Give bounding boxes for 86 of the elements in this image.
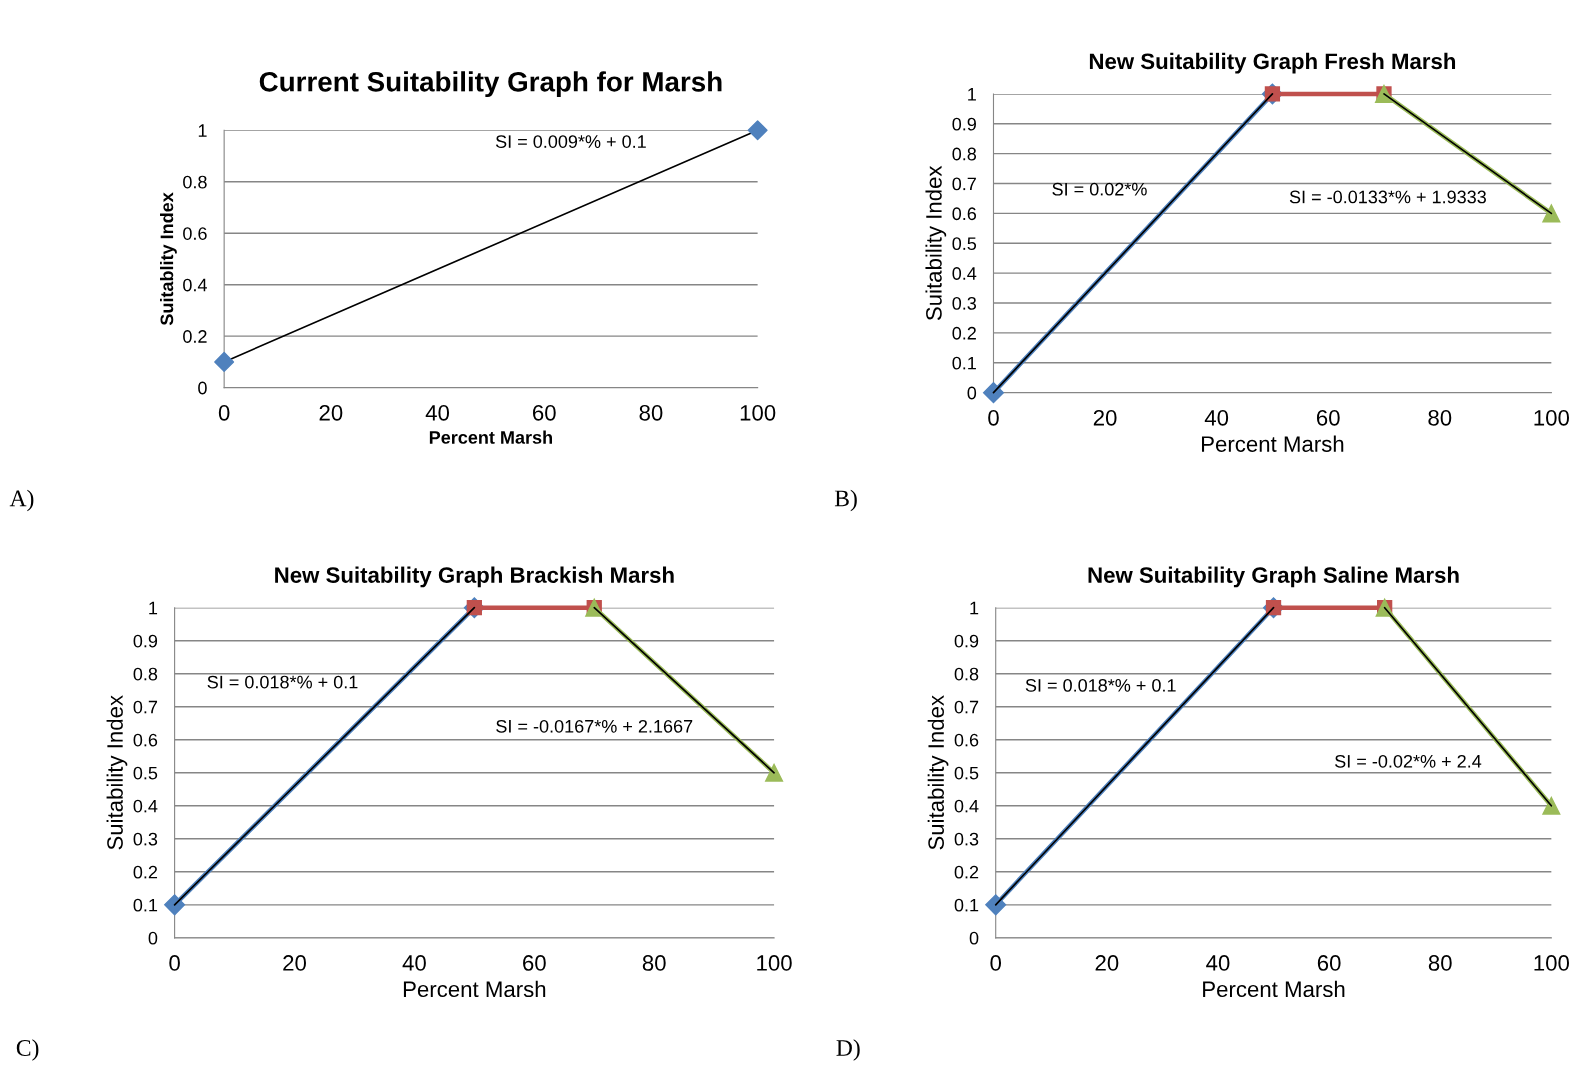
y-tick-label: 0.6 [133, 733, 158, 747]
y-tick-label: 0.4 [952, 267, 977, 280]
annotation: SI = -0.02*% + 2.4 [1335, 754, 1482, 768]
x-tick-label: 20 [319, 404, 343, 421]
chart-title: New Suitability Graph Brackish Marsh [275, 566, 674, 588]
x-tick-label: 40 [425, 404, 450, 421]
y-tick-label: 0.5 [133, 766, 158, 780]
y-tick-label: 0.9 [954, 634, 979, 648]
y-tick-label: 0.2 [954, 865, 979, 879]
y-tick-label: 0 [198, 381, 207, 395]
y-tick-label: 0.1 [952, 356, 976, 370]
x-tick-label: 20 [1093, 409, 1117, 426]
y-tick-label: 0.2 [133, 865, 158, 879]
y-tick-label: 0.4 [133, 799, 158, 813]
y-tick-label: 0.1 [133, 898, 158, 912]
x-tick-label: 0 [169, 955, 180, 971]
annotation: SI = 0.018*% + 0.1 [1025, 678, 1176, 692]
x-tick-label: 100 [740, 404, 776, 421]
x-axis-title: Percent Marsh [1201, 435, 1344, 452]
y-tick-label: 0 [148, 931, 158, 945]
annotation: SI = 0.018*% + 0.1 [207, 675, 358, 689]
y-tick-label: 0.4 [183, 278, 207, 292]
x-axis-title: Percent Marsh [403, 980, 546, 998]
x-tick-label: 100 [1534, 955, 1570, 971]
y-tick-label: 0.9 [952, 117, 976, 131]
x-tick-label: 80 [639, 404, 663, 421]
x-tick-label: 100 [1534, 409, 1570, 426]
y-tick-label: 0.6 [952, 207, 977, 221]
y-tick-label: 0.1 [954, 898, 979, 912]
y-tick-label: 0.2 [183, 330, 207, 343]
y-tick-label: 0.8 [952, 147, 977, 161]
annotation: SI = 0.02*% [1052, 182, 1147, 196]
y-tick-label: 0.3 [133, 832, 158, 846]
x-tick-label: 60 [523, 955, 546, 971]
y-tick-label: 0.3 [952, 296, 977, 310]
y-tick-label: 0.4 [954, 799, 979, 813]
chart-title: New Suitability Graph Fresh Marsh [1089, 52, 1456, 74]
y-tick-label: 0.7 [133, 700, 158, 714]
y-tick-label: 0.7 [952, 177, 976, 191]
text: C) [16, 1039, 39, 1061]
chart-title: Current Suitability Graph for Marsh [259, 71, 722, 98]
x-axis-title: Percent Marsh [1203, 980, 1345, 998]
x-tick-label: 100 [757, 955, 792, 971]
x-tick-label: 40 [402, 955, 426, 971]
x-tick-label: 0 [990, 955, 1002, 971]
y-tick-label: 1 [149, 601, 158, 615]
chart-title: New Suitability Graph Saline Marsh [1088, 566, 1459, 588]
y-tick-label: 0 [969, 931, 979, 945]
x-tick-label: 0 [988, 409, 999, 426]
y-axis-title: Suitability Index [106, 695, 128, 850]
y-tick-label: 0.9 [133, 634, 158, 648]
y-tick-label: 0.3 [954, 832, 979, 846]
y-axis-title: Suitablity Index [160, 192, 177, 326]
y-tick-label: 1 [968, 88, 976, 101]
text: A) [9, 489, 34, 512]
x-axis-title: Percent Marsh [429, 430, 552, 444]
y-tick-label: 0.5 [952, 237, 977, 251]
y-tick-label: 0.6 [183, 227, 207, 240]
y-tick-label: 0.8 [133, 667, 158, 681]
annotation: SI = 0.009*% + 0.1 [495, 135, 646, 148]
x-tick-label: 40 [1206, 955, 1230, 971]
y-tick-label: 0.6 [954, 733, 979, 747]
y-tick-label: 0 [967, 386, 977, 400]
text: D) [836, 1039, 860, 1061]
y-tick-label: 1 [970, 601, 979, 615]
y-tick-label: 0.8 [954, 667, 979, 681]
y-axis-title: Suitability Index [925, 165, 947, 321]
y-tick-label: 1 [198, 124, 207, 137]
x-tick-label: 20 [1095, 955, 1119, 971]
y-tick-label: 0.8 [183, 175, 207, 189]
x-tick-label: 40 [1204, 409, 1229, 426]
x-tick-label: 80 [1428, 955, 1452, 971]
y-tick-label: 0.2 [952, 326, 976, 340]
annotation: SI = -0.0167*% + 2.1667 [496, 719, 693, 733]
annotation: SI = -0.0133*% + 1.9333 [1289, 190, 1486, 204]
y-tick-label: 0.5 [954, 766, 979, 780]
x-tick-label: 60 [533, 404, 556, 421]
y-tick-label: 0.7 [954, 700, 979, 714]
x-tick-label: 80 [642, 955, 666, 971]
x-tick-label: 60 [1317, 955, 1341, 971]
text: B) [834, 489, 857, 512]
y-axis-title: Suitability Index [927, 695, 949, 850]
x-tick-label: 0 [218, 404, 230, 421]
x-tick-label: 60 [1316, 409, 1340, 426]
x-tick-label: 80 [1428, 409, 1452, 426]
x-tick-label: 20 [283, 955, 306, 971]
